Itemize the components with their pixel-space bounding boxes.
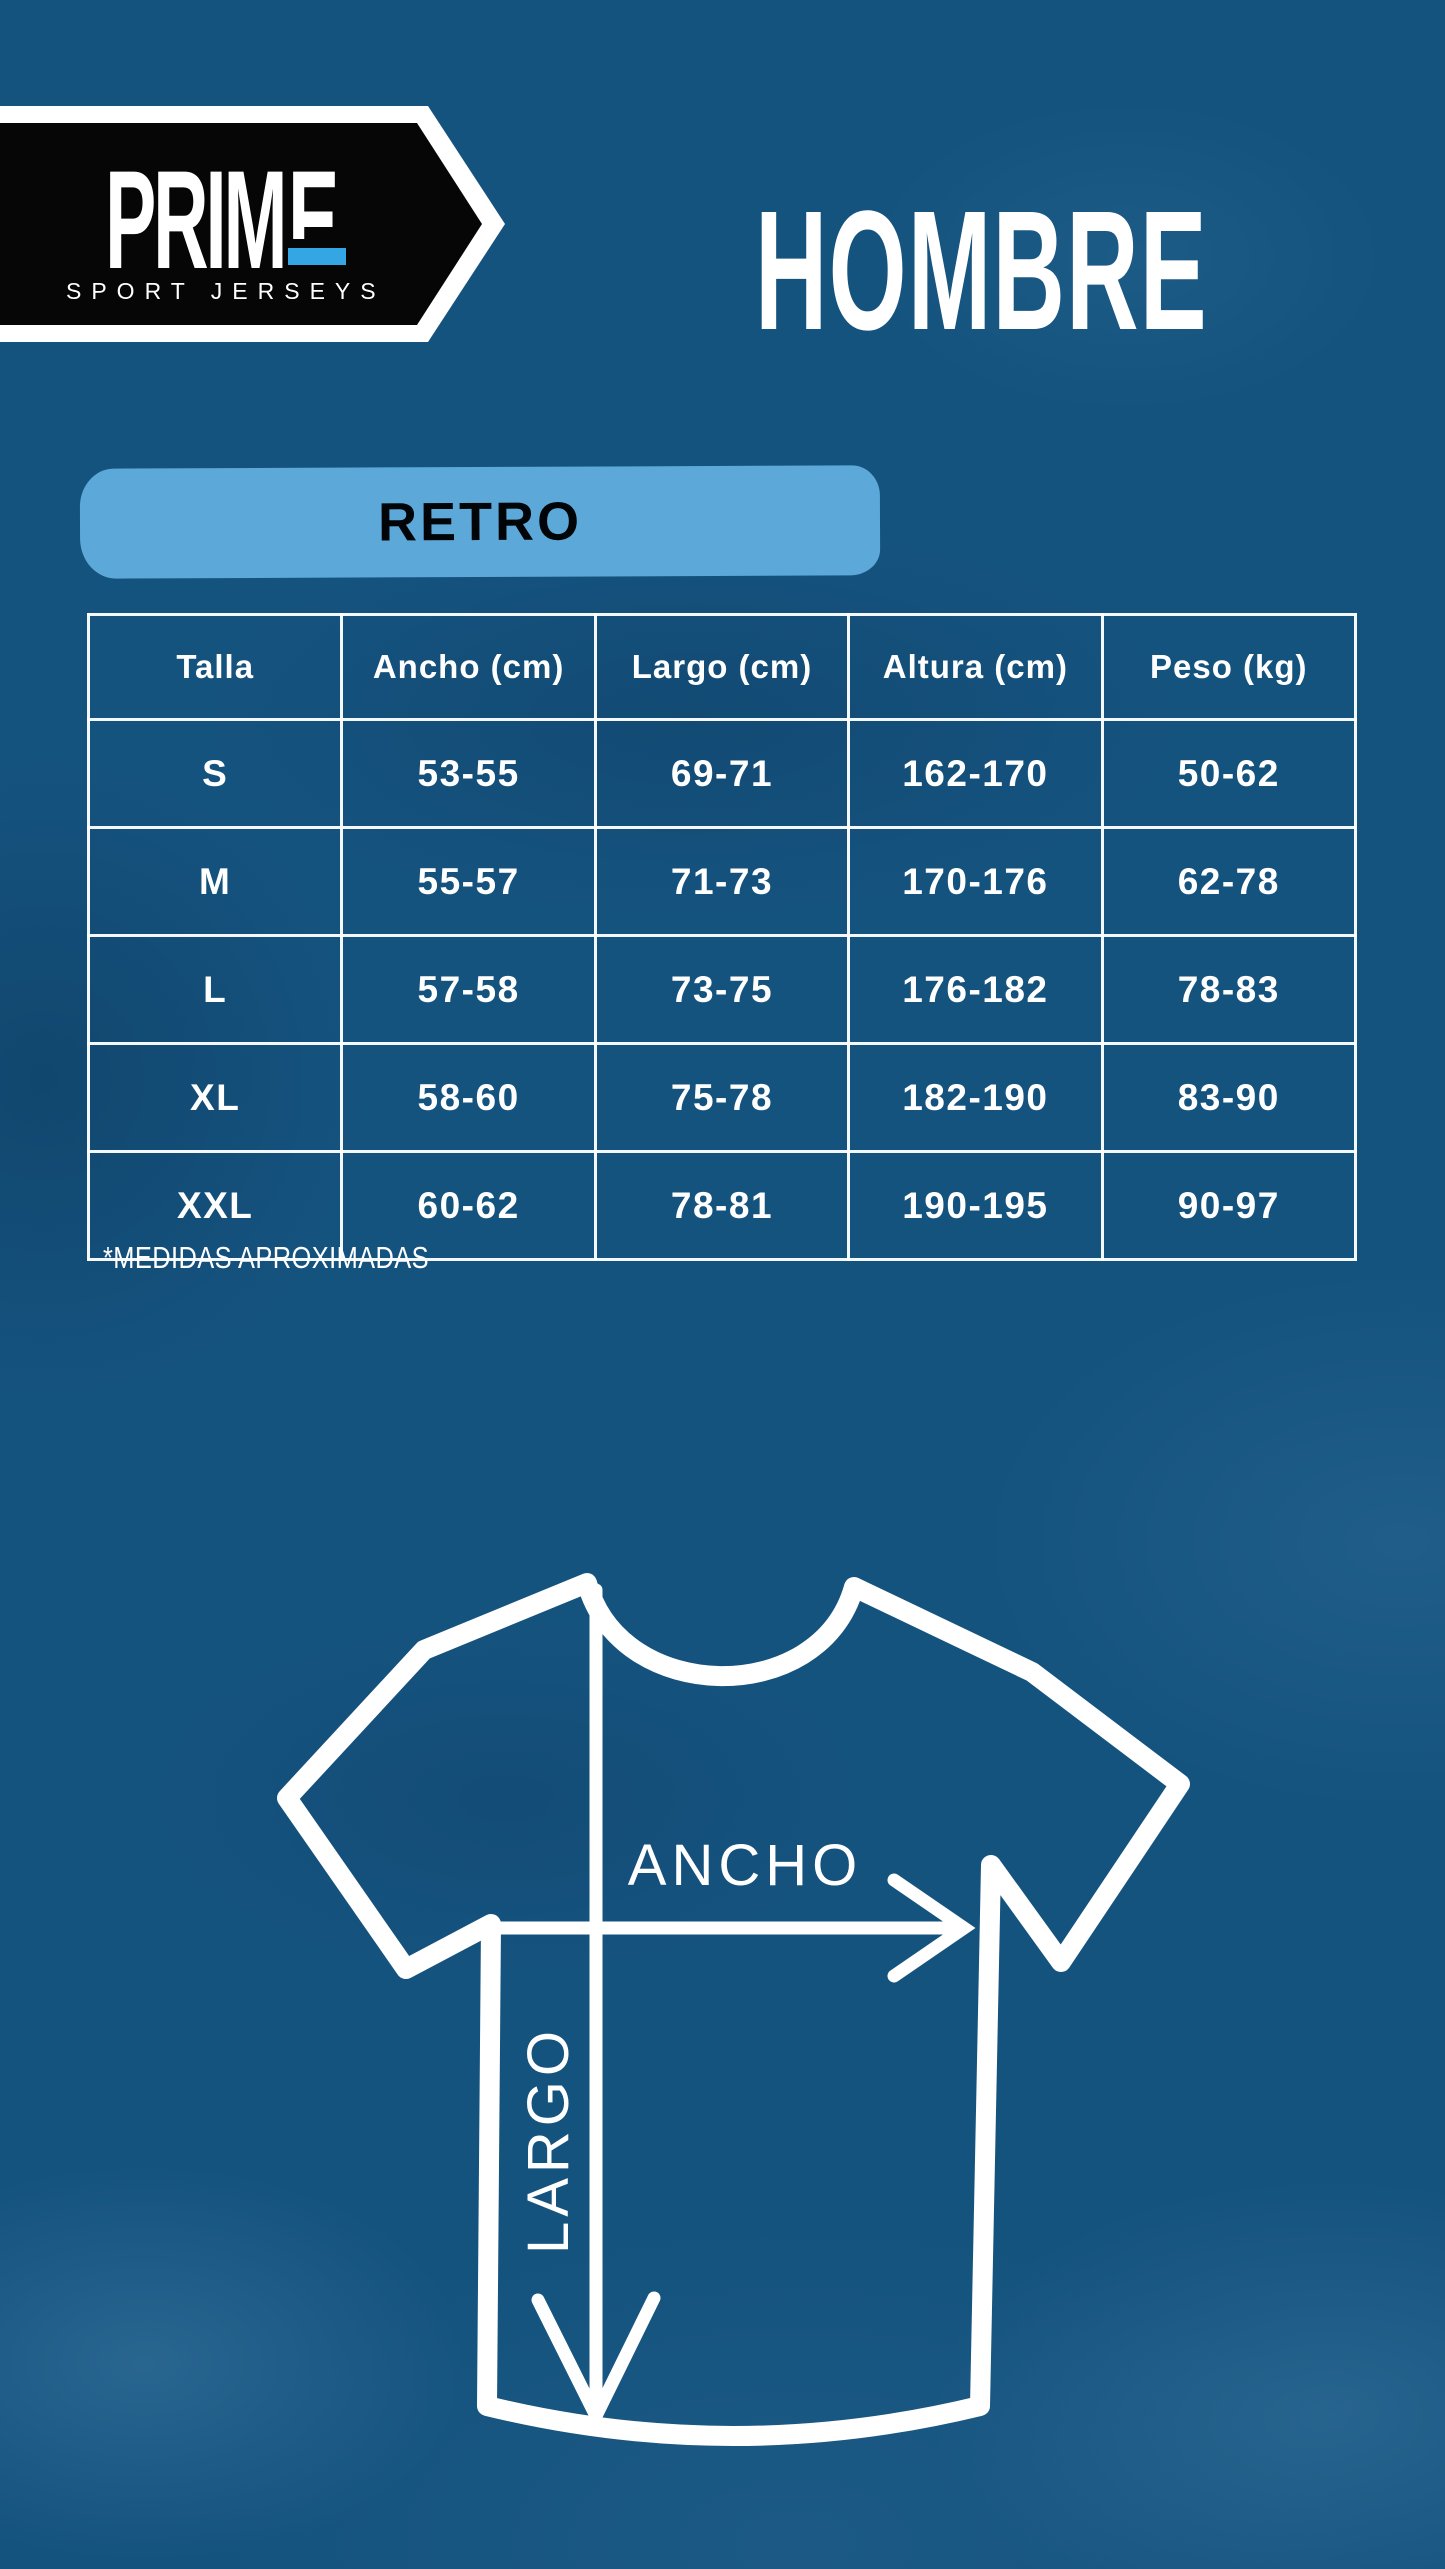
size-table-header: Talla Ancho (cm) Largo (cm) Altura (cm) Peso… <box>86 613 1358 721</box>
footnote: *MEDIDAS APROXIMADAS <box>103 1240 430 1275</box>
size-table: Talla Ancho (cm) Largo (cm) Altura (cm) Peso… <box>86 613 1358 1261</box>
table-cell: 62-78 <box>1100 826 1358 937</box>
table-cell: 170-176 <box>847 826 1104 937</box>
table-cell: 78-81 <box>593 1150 851 1261</box>
table-cell: 83-90 <box>1100 1042 1358 1153</box>
banner-shape <box>0 123 482 325</box>
category-badge-label: RETRO <box>377 491 583 553</box>
category-badge: RETRO <box>79 465 881 579</box>
table-cell: 69-71 <box>593 718 851 829</box>
table-cell: 75-78 <box>593 1042 851 1153</box>
column-header: Largo (cm) <box>593 613 851 721</box>
size-label: XXL <box>86 1150 344 1261</box>
size-label: M <box>86 826 344 937</box>
table-cell: 176-182 <box>847 934 1104 1045</box>
table-cell: 55-57 <box>340 826 597 937</box>
logo-banner <box>0 106 505 342</box>
table-row: XXL 60-62 78-81 190-195 90-97 <box>86 1150 1358 1261</box>
table-cell: 58-60 <box>340 1042 597 1153</box>
size-label: L <box>86 934 344 1045</box>
tshirt-outline <box>277 1573 1190 2446</box>
table-row: S 53-55 69-71 162-170 50-62 <box>86 718 1358 829</box>
table-row: M 55-57 71-73 170-176 62-78 <box>86 826 1358 937</box>
table-cell: 57-58 <box>340 934 597 1045</box>
width-label: ANCHO <box>628 1833 862 1898</box>
length-label: LARGO <box>516 2026 581 2254</box>
table-cell: 53-55 <box>340 718 597 829</box>
table-cell: 190-195 <box>847 1150 1104 1261</box>
table-cell: 71-73 <box>593 826 851 937</box>
table-cell: 162-170 <box>847 718 1104 829</box>
brand-name: PRIM <box>105 141 288 298</box>
table-cell: 78-83 <box>1100 934 1358 1045</box>
table-cell: 50-62 <box>1100 718 1358 829</box>
width-arrow-head <box>887 1873 976 1983</box>
table-cell: 182-190 <box>847 1042 1104 1153</box>
size-label: S <box>86 718 344 829</box>
column-header: Altura (cm) <box>847 613 1104 721</box>
tshirt-diagram: ANCHO LARGO <box>277 1573 1190 2446</box>
table-cell: 60-62 <box>340 1150 597 1261</box>
column-header: Talla <box>86 613 344 721</box>
table-header-row: Talla Ancho (cm) Largo (cm) Altura (cm) Peso… <box>86 613 1358 721</box>
brand-accent-bar <box>288 248 346 265</box>
size-table-body: S 53-55 69-71 162-170 50-62 M 55-57 71-73 170-17… <box>86 718 1358 1261</box>
size-label: XL <box>86 1042 344 1153</box>
column-header: Peso (kg) <box>1100 613 1358 721</box>
brand-name-last-letter: E <box>288 150 340 239</box>
page-title: HOMBRE <box>755 176 1208 366</box>
brand-tagline: SPORT JERSEYS <box>66 278 386 304</box>
table-row: XL 58-60 75-78 182-190 83-90 <box>86 1042 1358 1153</box>
column-header: Ancho (cm) <box>340 613 597 721</box>
table-cell: 73-75 <box>593 934 851 1045</box>
table-cell: 90-97 <box>1100 1150 1358 1261</box>
table-row: L 57-58 73-75 176-182 78-83 <box>86 934 1358 1045</box>
length-arrow-head <box>531 2291 661 2423</box>
